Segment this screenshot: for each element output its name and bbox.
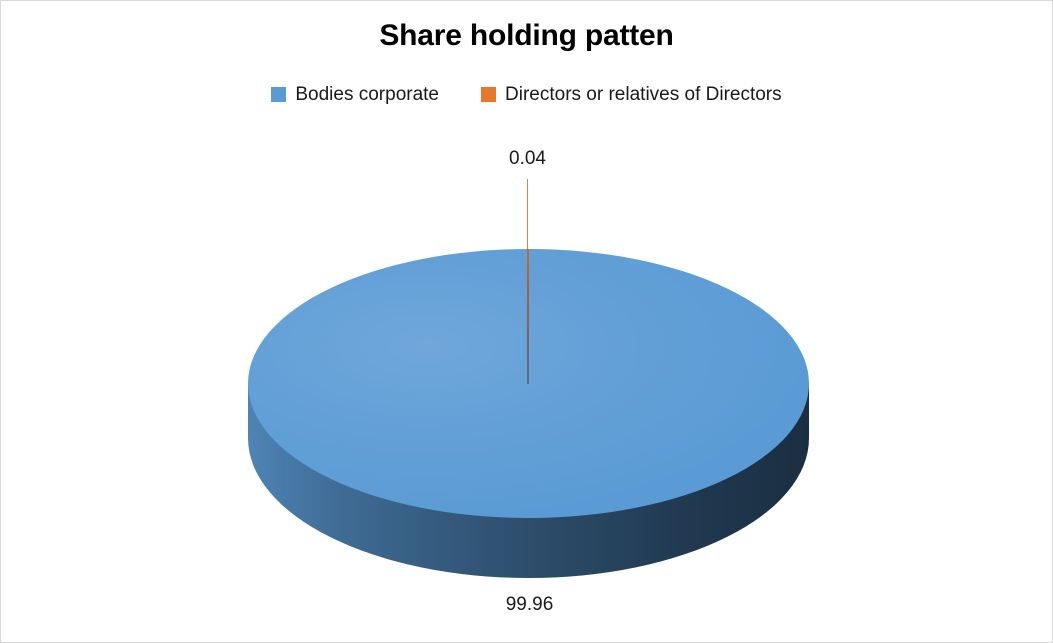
legend-item-label: Bodies corporate xyxy=(295,84,440,105)
data-label-leader-line xyxy=(527,179,528,249)
pie-slice-directors-or-relatives[interactable] xyxy=(527,249,529,384)
data-label-small-slice: 0.04 xyxy=(509,148,546,169)
legend-swatch-icon xyxy=(271,87,287,102)
legend-item-label: Directors or relatives of Directors xyxy=(505,84,782,105)
chart-title: Share holding patten xyxy=(379,19,674,52)
chart-legend: Bodies corporate Directors or relatives … xyxy=(1,85,1052,104)
legend-item-directors-or-relatives[interactable]: Directors or relatives of Directors xyxy=(481,85,782,104)
data-label-large-slice: 99.96 xyxy=(505,594,554,615)
legend-swatch-icon xyxy=(481,87,497,102)
legend-item-bodies-corporate[interactable]: Bodies corporate xyxy=(271,85,439,104)
